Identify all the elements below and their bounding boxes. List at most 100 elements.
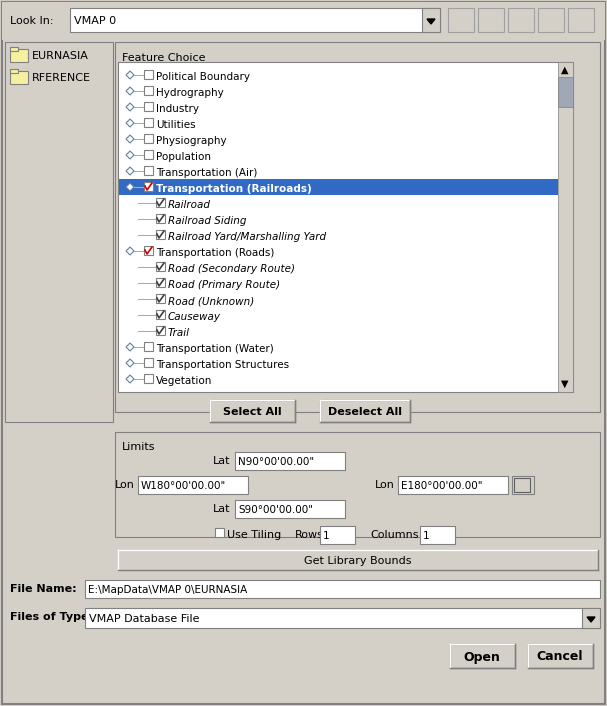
Text: VMAP Database File: VMAP Database File	[89, 614, 200, 624]
Bar	[478, 8, 504, 32]
Bar	[144, 102, 153, 111]
Bar	[118, 62, 573, 392]
Bar	[85, 608, 600, 628]
Text: ▲: ▲	[561, 65, 569, 75]
Bar	[528, 644, 593, 668]
Polygon shape	[126, 71, 134, 79]
Text: Utilities: Utilities	[156, 120, 195, 130]
Text: E180°00'00.00": E180°00'00.00"	[401, 481, 483, 491]
Text: Railroad Siding: Railroad Siding	[168, 216, 246, 226]
Bar	[115, 42, 600, 412]
Text: Get Library Bounds: Get Library Bounds	[304, 556, 412, 566]
Bar	[451, 645, 516, 669]
Bar	[144, 150, 153, 159]
Text: Transportation (Roads): Transportation (Roads)	[156, 248, 274, 258]
Bar	[210, 400, 295, 422]
Polygon shape	[126, 135, 134, 143]
Bar	[156, 310, 165, 319]
Text: 1: 1	[423, 531, 430, 541]
Bar	[558, 62, 573, 392]
Polygon shape	[126, 343, 134, 351]
Bar	[508, 8, 534, 32]
Bar	[144, 246, 153, 255]
Bar	[144, 134, 153, 143]
Text: Feature Choice: Feature Choice	[122, 53, 206, 63]
Text: Lat: Lat	[212, 456, 230, 466]
Text: Physiography: Physiography	[156, 136, 226, 146]
Text: W180°00'00.00": W180°00'00.00"	[141, 481, 226, 491]
Bar	[144, 358, 153, 367]
Text: Use Tiling: Use Tiling	[227, 530, 281, 540]
Text: Vegetation: Vegetation	[156, 376, 212, 386]
Text: Road (Secondary Route): Road (Secondary Route)	[168, 264, 295, 274]
Polygon shape	[126, 247, 134, 255]
Bar	[70, 8, 440, 32]
Polygon shape	[126, 359, 134, 367]
Text: Population: Population	[156, 152, 211, 162]
Bar	[450, 644, 515, 668]
Text: Transportation (Railroads): Transportation (Railroads)	[156, 184, 312, 194]
Text: E:\MapData\VMAP 0\EURNASIA: E:\MapData\VMAP 0\EURNASIA	[88, 585, 247, 595]
Bar	[235, 452, 345, 470]
Bar	[144, 118, 153, 127]
Polygon shape	[126, 119, 134, 127]
Bar	[144, 166, 153, 175]
Text: Political Boundary: Political Boundary	[156, 72, 250, 82]
Bar	[156, 294, 165, 303]
Polygon shape	[126, 375, 134, 383]
Text: Look In:: Look In:	[10, 16, 53, 26]
Bar	[215, 528, 224, 537]
Text: Open: Open	[464, 650, 500, 664]
Bar	[144, 342, 153, 351]
Bar	[10, 47, 18, 51]
Text: Cancel: Cancel	[537, 650, 583, 664]
Polygon shape	[587, 617, 595, 622]
Text: S90°00'00.00": S90°00'00.00"	[238, 505, 313, 515]
Text: Transportation (Air): Transportation (Air)	[156, 168, 257, 178]
Bar	[320, 526, 355, 544]
Text: Select All: Select All	[223, 407, 281, 417]
Bar	[398, 476, 508, 494]
Bar	[420, 526, 455, 544]
Text: Road (Primary Route): Road (Primary Route)	[168, 280, 280, 290]
Text: N90°00'00.00": N90°00'00.00"	[238, 457, 314, 467]
Bar	[144, 182, 153, 191]
Text: Railroad: Railroad	[168, 200, 211, 210]
Polygon shape	[126, 167, 134, 175]
Text: Lat: Lat	[212, 504, 230, 514]
Text: Transportation (Water): Transportation (Water)	[156, 344, 274, 354]
Text: Railroad Yard/Marshalling Yard: Railroad Yard/Marshalling Yard	[168, 232, 326, 242]
Bar	[144, 70, 153, 79]
Bar	[320, 400, 410, 422]
Text: Road (Unknown): Road (Unknown)	[168, 296, 254, 306]
Bar	[138, 476, 248, 494]
Polygon shape	[427, 19, 435, 24]
Text: 1: 1	[323, 531, 330, 541]
Text: Files of Type:: Files of Type:	[10, 612, 93, 622]
Bar	[235, 500, 345, 518]
Polygon shape	[126, 103, 134, 111]
Text: File Name:: File Name:	[10, 584, 76, 594]
Text: Deselect All: Deselect All	[328, 407, 402, 417]
Bar	[211, 401, 296, 423]
Bar	[156, 278, 165, 287]
Bar	[5, 42, 113, 422]
Text: Limits: Limits	[122, 442, 155, 452]
Text: RFERENCE: RFERENCE	[32, 73, 91, 83]
Bar	[156, 214, 165, 223]
Text: VMAP 0: VMAP 0	[74, 16, 116, 26]
Bar	[118, 550, 598, 570]
Bar	[144, 374, 153, 383]
Bar	[10, 71, 28, 84]
Text: EURNASIA: EURNASIA	[32, 51, 89, 61]
Text: ▼: ▼	[561, 379, 569, 389]
Text: Lon: Lon	[115, 480, 135, 490]
Bar	[10, 49, 28, 62]
Bar	[156, 198, 165, 207]
Bar	[558, 77, 573, 107]
Bar	[85, 580, 600, 598]
Text: Rows: Rows	[295, 530, 324, 540]
Text: Hydrography: Hydrography	[156, 88, 224, 98]
Bar	[10, 69, 18, 73]
Bar	[568, 8, 594, 32]
